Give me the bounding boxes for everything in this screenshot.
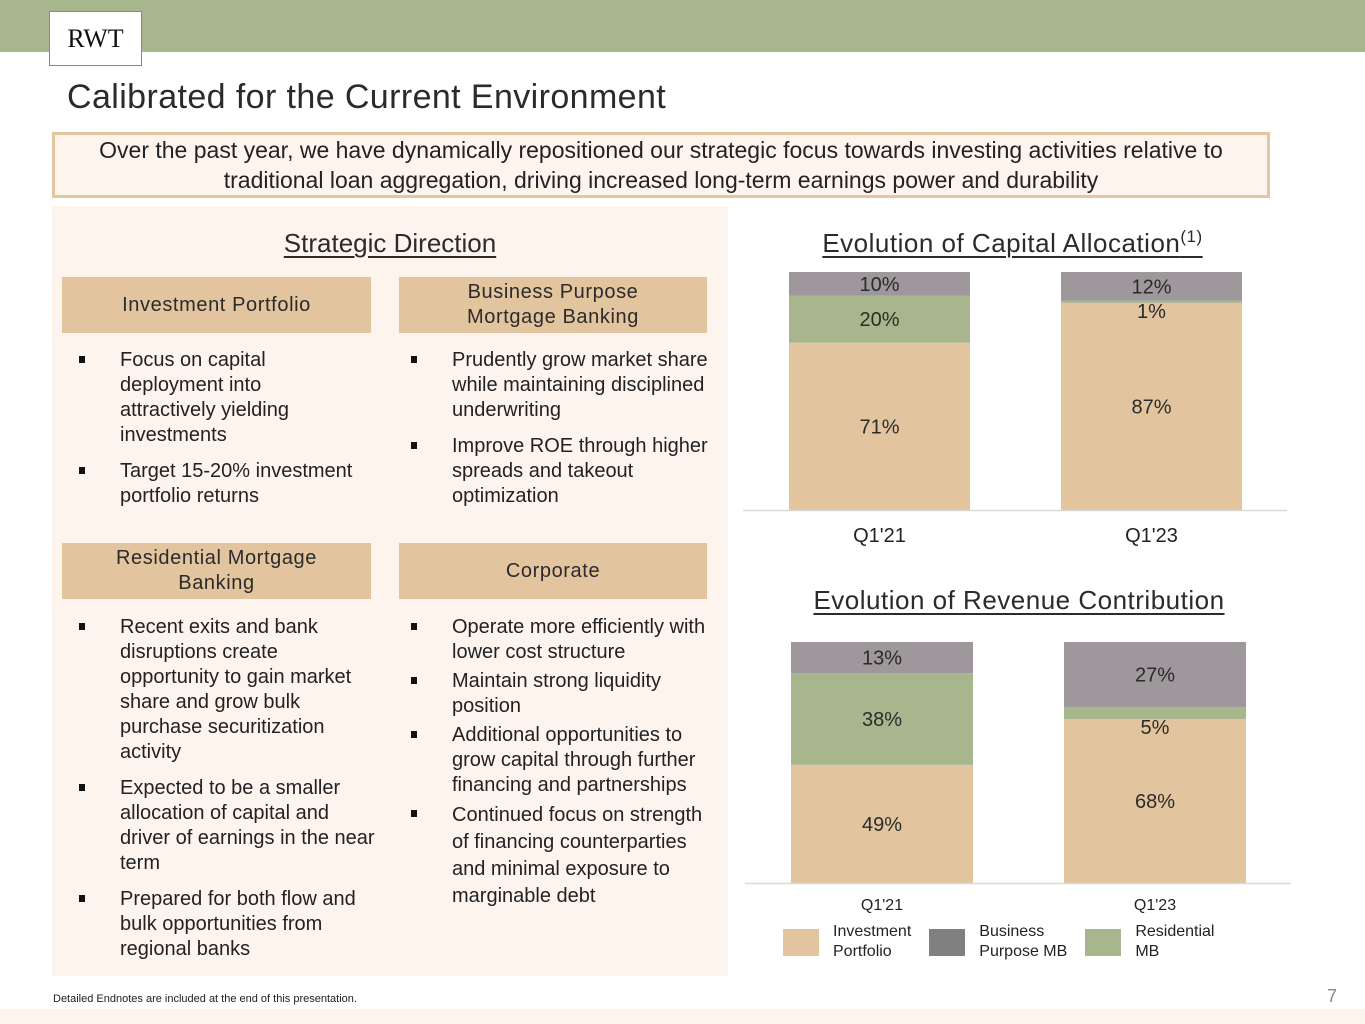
data-label-investment-portfolio-q1-21: 71% <box>859 416 899 438</box>
bullet-square-icon <box>411 356 417 363</box>
bar-segment-business-purpose-mb-q1-21 <box>791 642 973 674</box>
x-tick-label: Q1'21 <box>853 525 906 547</box>
bar-segment-investment-portfolio-q1-23 <box>1064 719 1246 883</box>
page-title: Calibrated for the Current Environment <box>67 78 667 116</box>
data-label-investment-portfolio-q1-21: 49% <box>862 814 902 836</box>
top-banner <box>0 0 1365 52</box>
bullet-square-icon <box>411 731 417 738</box>
section-heading-investment-portfolio: Investment Portfolio <box>62 277 371 333</box>
bullet-square-icon <box>411 623 417 630</box>
capital-allocation-chart: 71% 20% 10% Q1'21 87% 1% 12% Q1'23 <box>743 272 1287 547</box>
endnotes-footnote: Detailed Endnotes are included at the en… <box>53 993 357 1005</box>
bar-segment-business-purpose-mb-q1-21 <box>789 272 970 296</box>
strategic-direction-panel: Strategic Direction Investment Portfolio… <box>52 206 728 976</box>
legend-item-investment-portfolio: Investment Portfolio <box>783 922 911 962</box>
revenue-contribution-chart: 49% 38% 13% Q1'21 68% 5% 27% Q1'23 <box>745 642 1291 914</box>
bullet-item: Focus on capital deployment into attract… <box>62 348 362 448</box>
legend-swatch-investment-portfolio <box>783 928 819 956</box>
bar-segment-investment-portfolio-q1-21 <box>789 342 970 510</box>
bar-segment-residential-mb-q1-21 <box>789 295 970 343</box>
bullet-list-residential-mortgage: Recent exits and bank disruptions create… <box>62 615 382 973</box>
capital-allocation-chart-title: Evolution of Capital Allocation(1) <box>822 227 1203 258</box>
bar-segment-residential-mb-q1-23 <box>1064 707 1246 720</box>
legend-item-business-purpose-mb: Business Purpose MB <box>929 922 1067 962</box>
bullet-list-business-purpose: Prudently grow market share while mainta… <box>394 348 714 520</box>
data-label-residential-mb-q1-21: 38% <box>862 709 902 731</box>
strategic-direction-title: Strategic Direction <box>283 228 497 258</box>
chart-legend: Investment Portfolio Business Purpose MB R… <box>783 922 1232 962</box>
bullet-item: Maintain strong liquidity position <box>394 669 724 719</box>
bar-segment-business-purpose-mb-q1-23 <box>1064 642 1246 708</box>
bullet-item: Target 15-20% investment portfolio retur… <box>62 459 362 509</box>
bar-segment-investment-portfolio-q1-21 <box>791 764 973 883</box>
bullet-item: Improve ROE through higher spreads and t… <box>394 434 714 509</box>
bullet-item: Continued focus on strength of financing… <box>394 802 724 910</box>
bullet-square-icon <box>79 356 85 363</box>
summary-text: Over the past year, we have dynamically … <box>99 137 1223 193</box>
data-label-investment-portfolio-q1-23: 87% <box>1131 396 1171 418</box>
page-number: 7 <box>1327 986 1338 1006</box>
data-label-residential-mb-q1-23: 1% <box>1137 301 1166 323</box>
data-label-residential-mb-q1-21: 20% <box>859 309 899 331</box>
data-label-investment-portfolio-q1-23: 68% <box>1135 791 1175 813</box>
data-label-residential-mb-q1-23: 5% <box>1141 717 1170 739</box>
bullet-list-corporate: Operate more efficiently with lower cost… <box>394 615 724 914</box>
legend-swatch-residential-mb <box>1085 928 1122 956</box>
section-heading-corporate: Corporate <box>399 543 707 599</box>
bullet-item: Operate more efficiently with lower cost… <box>394 615 724 665</box>
x-tick-label: Q1'23 <box>1125 525 1178 547</box>
bottom-band <box>0 1009 1365 1024</box>
bullet-square-icon <box>79 784 85 791</box>
bar-segment-residential-mb-q1-23 <box>1061 300 1242 303</box>
section-heading-residential-mortgage: Residential Mortgage Banking <box>62 543 371 599</box>
data-label-business-purpose-mb-q1-23: 12% <box>1131 276 1171 298</box>
bullet-square-icon <box>79 623 85 630</box>
revenue-contribution-chart-title: Evolution of Revenue Contribution <box>813 585 1225 615</box>
legend-item-residential-mb: Residential MB <box>1085 922 1214 962</box>
bullet-square-icon <box>79 467 85 474</box>
summary-callout: Over the past year, we have dynamically … <box>52 132 1270 198</box>
bullet-list-investment-portfolio: Focus on capital deployment into attract… <box>62 348 362 520</box>
data-label-business-purpose-mb-q1-21: 10% <box>859 274 899 296</box>
section-heading-business-purpose: Business Purpose Mortgage Banking <box>399 277 707 333</box>
bullet-item: Expected to be a smaller allocation of c… <box>62 776 382 876</box>
data-label-business-purpose-mb-q1-23: 27% <box>1135 665 1175 687</box>
bullet-square-icon <box>411 442 417 449</box>
bar-segment-investment-portfolio-q1-23 <box>1061 302 1242 510</box>
bullet-square-icon <box>411 677 417 684</box>
bullet-item: Recent exits and bank disruptions create… <box>62 615 382 765</box>
bullet-item: Prepared for both flow and bulk opportun… <box>62 887 382 962</box>
x-tick-label: Q1'21 <box>861 897 903 914</box>
data-label-business-purpose-mb-q1-21: 13% <box>862 648 902 670</box>
legend-swatch-business-purpose-mb <box>929 928 966 956</box>
bullet-item: Additional opportunities to grow capital… <box>394 723 724 798</box>
bullet-item: Prudently grow market share while mainta… <box>394 348 714 423</box>
bullet-square-icon <box>411 810 417 817</box>
bullet-square-icon <box>79 895 85 902</box>
bar-segment-business-purpose-mb-q1-23 <box>1061 272 1242 301</box>
company-logo: RWT <box>49 11 142 66</box>
endnote-reference: (1) <box>1180 227 1203 246</box>
x-tick-label: Q1'23 <box>1134 897 1176 914</box>
bar-segment-residential-mb-q1-21 <box>791 673 973 765</box>
